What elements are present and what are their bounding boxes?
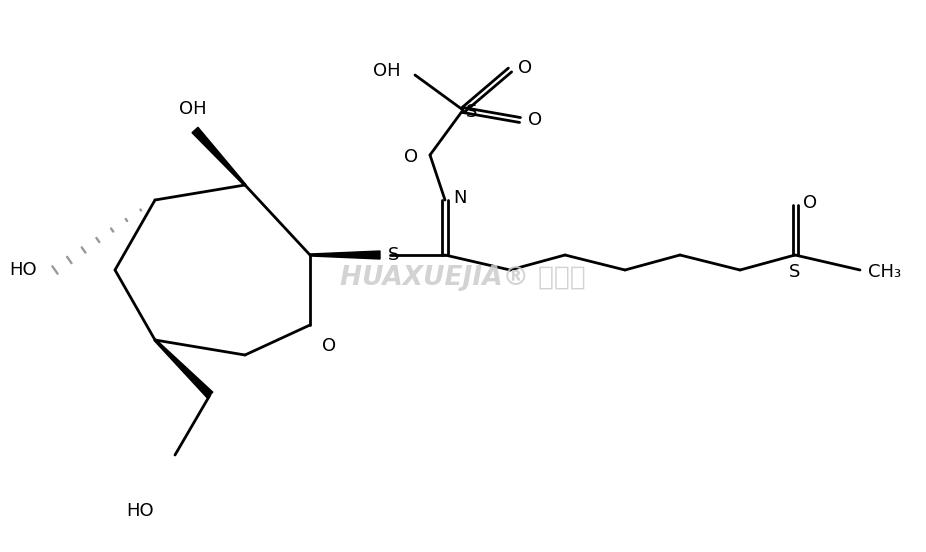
Polygon shape: [310, 251, 380, 259]
Polygon shape: [192, 128, 245, 185]
Text: O: O: [803, 194, 817, 212]
Text: S: S: [388, 246, 399, 264]
Text: HO: HO: [126, 502, 154, 520]
Text: OH: OH: [373, 62, 401, 80]
Text: N: N: [453, 189, 467, 207]
Text: CH₃: CH₃: [868, 263, 901, 281]
Text: HO: HO: [9, 261, 37, 279]
Text: O: O: [322, 337, 336, 355]
Text: OH: OH: [180, 100, 206, 118]
Text: S: S: [466, 103, 478, 121]
Text: S: S: [789, 263, 801, 281]
Text: HUAXUEJIA® 化学加: HUAXUEJIA® 化学加: [340, 265, 586, 291]
Text: O: O: [518, 59, 532, 77]
Text: O: O: [528, 111, 542, 129]
Polygon shape: [155, 339, 213, 398]
Text: O: O: [404, 148, 418, 166]
